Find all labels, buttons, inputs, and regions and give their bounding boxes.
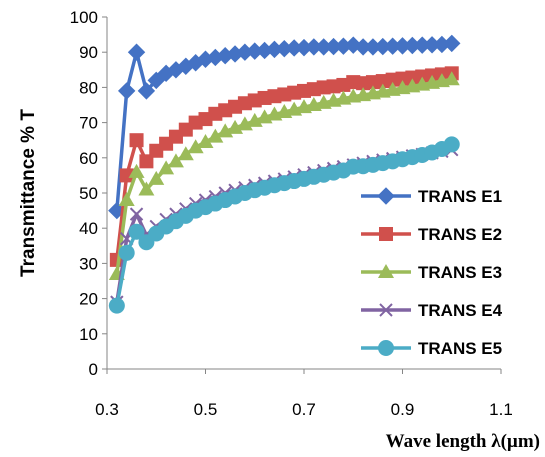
y-tick-label: 90 [79,43,98,62]
y-tick-label: 80 [79,78,98,97]
series-3 [108,71,460,280]
data-point [197,133,214,148]
legend-item: TRANS E3 [361,263,502,282]
legend-marker [377,187,395,205]
data-point [127,43,146,61]
data-point [129,133,144,148]
data-point [177,146,194,161]
x-tick-label: 1.1 [489,400,513,419]
data-point [128,223,145,240]
data-point [118,192,135,207]
data-point [118,244,135,261]
data-point [128,163,145,178]
y-axis-label: Transmittance % T [18,109,39,277]
y-tick-label: 70 [79,114,98,133]
series-1 [108,34,461,220]
data-point [246,112,263,127]
legend-label: TRANS E4 [418,301,503,320]
series-5 [108,136,460,314]
data-point [443,34,461,53]
y-tick-label: 30 [79,254,98,273]
x-tick-label: 0.5 [194,400,218,419]
data-point [443,136,460,153]
data-point [119,168,134,183]
legend-marker [379,303,393,317]
legend-item: TRANS E2 [361,225,502,244]
data-point [129,207,144,221]
data-point [207,128,224,143]
legend-item: TRANS E5 [361,339,502,358]
legend: TRANS E1 TRANS E2 TRANS E3 TRANS E4 TRANS E5 [361,187,503,358]
x-tick-label: 0.7 [292,400,316,419]
data-point [108,297,125,314]
data-point [187,139,204,154]
x-tick-group: 0.3 0.5 0.7 0.9 1.1 [95,369,513,419]
x-axis-label: Wave length λ(µm) [386,431,540,452]
data-point [227,119,244,134]
legend-item: TRANS E1 [361,187,502,206]
legend-label: TRANS E5 [418,339,502,358]
y-tick-label: 60 [79,149,98,168]
data-point [217,123,234,138]
data-point [167,153,184,168]
y-tick-group: 0 10 20 30 40 50 60 70 80 90 100 [70,8,107,379]
legend-label: TRANS E2 [418,225,502,244]
legend-label: TRANS E3 [418,263,502,282]
legend-marker [378,264,394,278]
y-tick-label: 100 [70,8,98,27]
data-point [443,71,460,86]
data-point [158,160,175,175]
data-point [138,181,155,196]
legend-item: TRANS E4 [361,301,503,320]
data-point [137,82,156,100]
y-tick-label: 0 [89,360,98,379]
legend-label: TRANS E1 [418,187,502,206]
legend-marker [379,227,393,241]
series-layer [108,34,461,314]
y-tick-label: 50 [79,184,98,203]
y-tick-label: 10 [79,325,98,344]
series-2 [109,66,459,267]
data-point [148,170,165,185]
x-tick-label: 0.3 [95,400,119,419]
data-point [139,154,154,169]
data-point [117,82,136,100]
x-tick-label: 0.9 [391,400,415,419]
legend-marker [378,340,394,356]
y-tick-label: 40 [79,219,98,238]
y-tick-label: 20 [79,290,98,309]
data-point [236,116,253,131]
data-point [147,71,165,90]
